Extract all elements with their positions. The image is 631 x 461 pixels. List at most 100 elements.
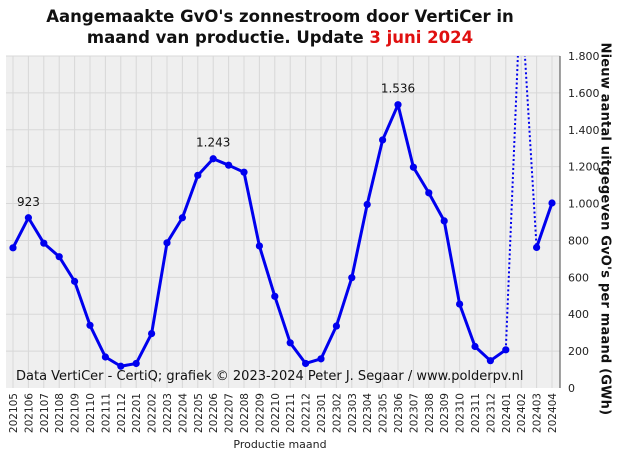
data-point bbox=[533, 243, 541, 252]
data-point bbox=[394, 101, 402, 109]
x-tick-label: 202301 bbox=[316, 393, 328, 433]
data-point bbox=[548, 199, 556, 207]
chart-title-date: 3 juni 2024 bbox=[369, 28, 474, 47]
x-tick-label: 202204 bbox=[177, 393, 189, 433]
x-tick-label: 202401 bbox=[501, 393, 513, 433]
data-point bbox=[302, 359, 310, 368]
x-tick-label: 202110 bbox=[85, 393, 97, 433]
x-tick-label: 202111 bbox=[100, 393, 112, 433]
x-tick-label: 202108 bbox=[54, 393, 66, 433]
data-point bbox=[471, 342, 479, 351]
series-line-segment bbox=[535, 202, 554, 248]
x-axis-label: Productie maand bbox=[233, 438, 327, 451]
data-point bbox=[409, 163, 417, 171]
x-tick-label: 202307 bbox=[408, 393, 420, 433]
y-tick-label: 1.000 bbox=[568, 198, 600, 211]
x-tick-label: 202305 bbox=[378, 393, 390, 433]
data-point bbox=[255, 242, 263, 250]
x-tick-label: 202105 bbox=[8, 393, 20, 433]
x-tick-label: 202209 bbox=[254, 393, 266, 433]
data-point bbox=[178, 214, 186, 222]
y-tick-label: 800 bbox=[568, 234, 589, 247]
y-tick-label: 400 bbox=[568, 308, 589, 321]
x-tick-label: 202106 bbox=[23, 393, 35, 433]
x-tick-label: 202207 bbox=[224, 393, 236, 433]
data-label: 1.536 bbox=[381, 82, 415, 96]
y-axis-ticks: 0 200 400 600 800 1.000 1.200 1.400 1.600 1.800 bbox=[568, 50, 600, 395]
x-tick-label: 202206 bbox=[208, 393, 220, 433]
data-point bbox=[71, 277, 79, 285]
x-tick-label: 202203 bbox=[162, 393, 174, 433]
data-point bbox=[225, 161, 233, 169]
data-point bbox=[148, 329, 156, 338]
x-axis-ticks: 202105 202106 202107 202108 202109 202110 2021… bbox=[8, 393, 559, 433]
data-point bbox=[486, 357, 494, 365]
x-tick-label: 202308 bbox=[424, 393, 436, 433]
x-tick-label: 202210 bbox=[270, 393, 282, 433]
x-tick-label: 202109 bbox=[70, 393, 82, 433]
x-tick-label: 202403 bbox=[532, 393, 544, 433]
grid-lines bbox=[6, 55, 560, 388]
data-point bbox=[101, 353, 109, 361]
series-line bbox=[9, 56, 556, 370]
data-point bbox=[117, 362, 125, 370]
data-point bbox=[348, 274, 356, 282]
data-point bbox=[86, 321, 94, 329]
x-tick-label: 202201 bbox=[131, 393, 143, 433]
data-point bbox=[456, 300, 464, 308]
y-axis-label: Nieuw aantal uitgegeven GvO's per maand … bbox=[597, 42, 613, 416]
x-tick-label: 202310 bbox=[455, 393, 467, 433]
x-tick-label: 202107 bbox=[39, 393, 51, 433]
data-label: 923 bbox=[17, 195, 40, 209]
y-tick-label: 600 bbox=[568, 271, 589, 284]
data-point bbox=[163, 239, 171, 247]
data-point bbox=[363, 200, 371, 209]
x-tick-label: 202311 bbox=[470, 393, 482, 433]
data-point bbox=[132, 359, 140, 368]
data-point bbox=[332, 322, 340, 330]
x-tick-label: 202404 bbox=[547, 393, 559, 433]
x-tick-label: 202302 bbox=[331, 393, 343, 433]
data-point bbox=[24, 214, 32, 222]
credit-text: Data VertiCer - CertiQ; grafiek © 2023-2… bbox=[16, 369, 524, 384]
x-tick-label: 202112 bbox=[116, 393, 128, 433]
y-tick-label: 1.800 bbox=[568, 50, 600, 63]
data-point bbox=[271, 292, 279, 300]
data-point bbox=[9, 244, 17, 252]
x-tick-label: 202211 bbox=[285, 393, 297, 433]
chart-title: Aangemaakte GvO's zonnestroom door Verti… bbox=[0, 6, 560, 48]
data-point bbox=[286, 339, 294, 347]
chart-title-line-1: Aangemaakte GvO's zonnestroom door Verti… bbox=[46, 7, 514, 26]
data-point bbox=[317, 355, 325, 363]
data-point bbox=[379, 136, 387, 144]
data-point bbox=[440, 217, 448, 225]
chart-title-line-2: maand van productie. Update 3 juni 2024 bbox=[0, 27, 560, 48]
data-point bbox=[194, 171, 202, 179]
data-point bbox=[40, 239, 48, 247]
data-point bbox=[425, 189, 433, 197]
x-tick-label: 202304 bbox=[362, 393, 374, 433]
y-tick-label: 0 bbox=[568, 382, 575, 395]
y-tick-label: 1.200 bbox=[568, 161, 600, 174]
x-tick-label: 202208 bbox=[239, 393, 251, 433]
x-tick-label: 202402 bbox=[516, 393, 528, 433]
x-tick-label: 202309 bbox=[439, 393, 451, 433]
y-tick-label: 200 bbox=[568, 345, 589, 358]
data-point bbox=[209, 155, 217, 163]
x-tick-label: 202212 bbox=[301, 393, 313, 433]
x-tick-label: 202205 bbox=[193, 393, 205, 433]
x-tick-label: 202202 bbox=[147, 393, 159, 433]
x-tick-label: 202303 bbox=[347, 393, 359, 433]
data-point bbox=[55, 253, 63, 261]
x-tick-label: 202306 bbox=[393, 393, 405, 433]
plot-area bbox=[6, 56, 560, 388]
data-labels: 923 1.243 1.536 bbox=[17, 82, 415, 209]
x-tick-label: 202312 bbox=[485, 393, 497, 433]
chart-title-prefix: maand van productie. Update bbox=[86, 28, 364, 47]
data-point bbox=[240, 168, 248, 176]
data-point bbox=[502, 346, 510, 354]
data-label: 1.243 bbox=[196, 136, 230, 150]
y-tick-label: 1.400 bbox=[568, 124, 600, 137]
